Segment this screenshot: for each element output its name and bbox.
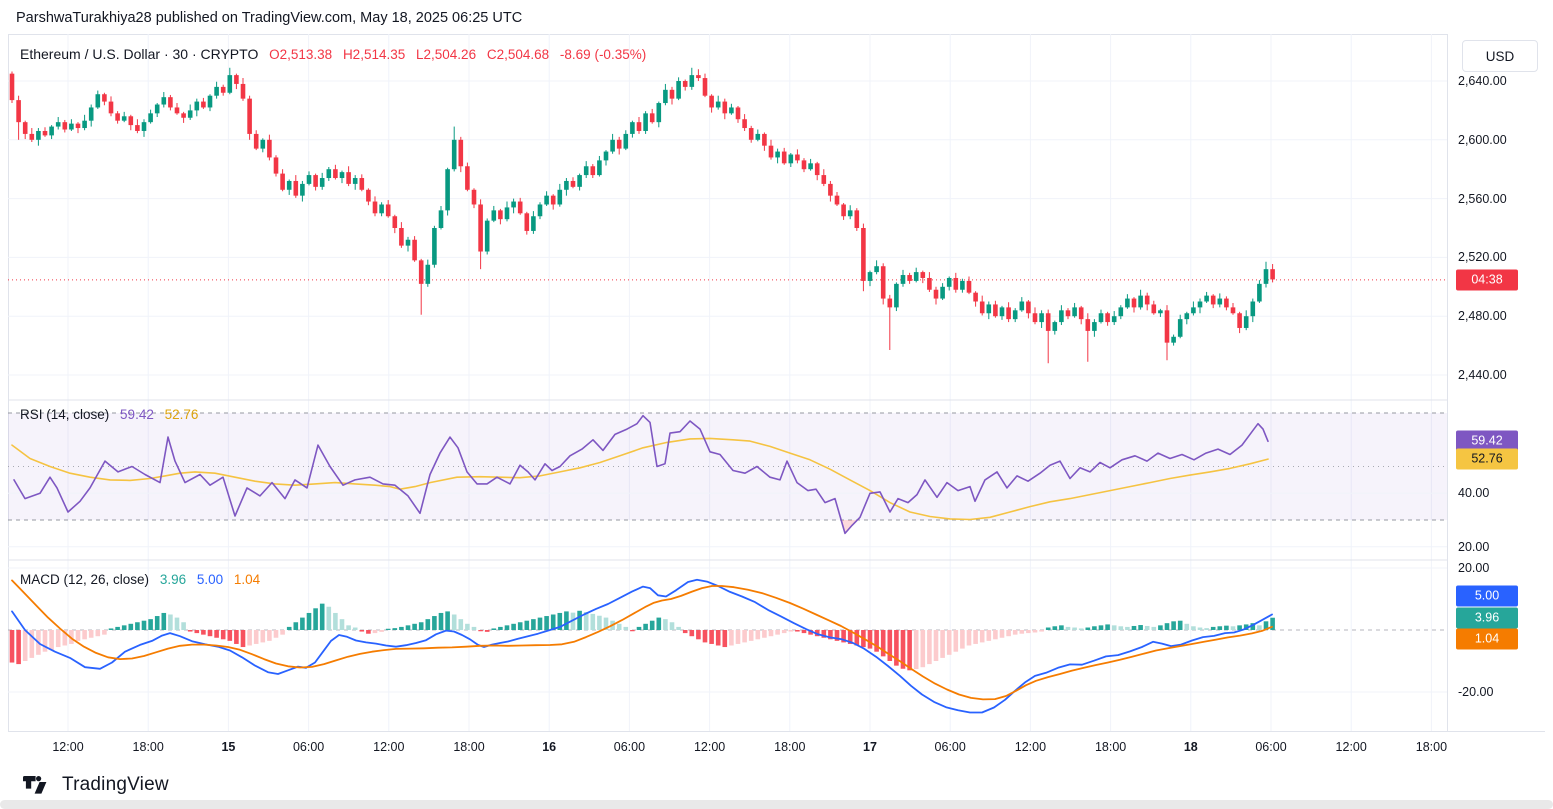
time-tick: 06:00: [1255, 740, 1287, 754]
macd-signal-value: 1.04: [233, 572, 261, 587]
symbol-legend: Ethereum / U.S. Dollar · 30 · CRYPTO O2,…: [20, 46, 646, 62]
price-tick: 2,480.00: [1458, 309, 1507, 324]
macd-line-badge: 5.00: [1456, 585, 1518, 607]
time-tick: 06:00: [292, 740, 325, 754]
rsi-badge: 59.42: [1456, 430, 1518, 452]
price-tick: 2,440.00: [1458, 368, 1507, 382]
time-tick: 18:00: [132, 740, 164, 754]
macd-hist-value: 3.96: [159, 572, 187, 587]
ohlc-high: H2,514.35: [342, 47, 406, 62]
time-tick: 18:00: [774, 740, 806, 754]
time-tick: 18:00: [453, 740, 485, 754]
tradingview-logo-icon: [23, 776, 47, 794]
macd-hist-badge: 3.96: [1456, 607, 1518, 628]
price-tick: 2,600.00: [1458, 132, 1507, 147]
symbol-title: Ethereum / U.S. Dollar · 30 · CRYPTO: [20, 46, 259, 62]
rsi-tick: 40.00: [1458, 486, 1490, 501]
time-tick: 12:00: [1014, 740, 1047, 754]
macd-signal-badge: 1.04: [1456, 628, 1518, 650]
ohlc-low: L2,504.26: [416, 47, 477, 62]
price-tick: 2,520.00: [1458, 250, 1507, 265]
time-tick: 06:00: [934, 740, 966, 754]
time-axis[interactable]: 12:00 18:00 15 06:00 12:00 18:00 16 06:00 12:00 1…: [8, 731, 1545, 763]
rsi-ma-value: 52.76: [164, 407, 199, 422]
macd-title: MACD (12, 26, close): [20, 572, 150, 587]
time-tick: 12:00: [1335, 740, 1367, 754]
macd-legend: MACD (12, 26, close) 3.96 5.00 1.04: [20, 572, 260, 587]
rsi-title: RSI (14, close): [20, 407, 110, 422]
time-tick: 18: [1183, 740, 1198, 754]
macd-tick: -20.00: [1458, 685, 1494, 699]
time-tick: 12:00: [693, 740, 726, 754]
published-line: ParshwaTurakhiya28 published on TradingV…: [16, 10, 523, 26]
time-tick: 15: [221, 740, 236, 754]
price-tick: 2,560.00: [1458, 191, 1507, 206]
macd-tick: 20.00: [1458, 561, 1490, 575]
currency-button[interactable]: USD: [1462, 40, 1538, 72]
brand-text: TradingView: [62, 774, 169, 795]
time-tick: 12:00: [373, 740, 405, 754]
countdown-badge: 04:38: [1456, 269, 1518, 291]
time-tick: 06:00: [613, 740, 646, 754]
tradingview-logo[interactable]: TradingView: [23, 774, 169, 796]
time-tick: 18:00: [1094, 740, 1127, 754]
price-tick: 2,640.00: [1458, 74, 1507, 88]
rsi-legend: RSI (14, close) 59.42 52.76: [20, 407, 198, 422]
time-tick: 17: [863, 740, 877, 754]
macd-line-value: 5.00: [196, 572, 224, 587]
time-tick: 16: [542, 740, 557, 754]
time-tick: 18:00: [1415, 740, 1448, 754]
time-tick: 12:00: [52, 740, 84, 754]
ohlc-open: O2,513.38: [269, 47, 333, 62]
rsi-ma-badge: 52.76: [1456, 448, 1518, 470]
rsi-tick: 20.00: [1458, 539, 1490, 554]
ohlc-close: C2,504.68: [486, 47, 550, 62]
rsi-value: 59.42: [120, 407, 154, 422]
chart-canvas[interactable]: [8, 34, 1447, 731]
horizontal-scrollbar[interactable]: [0, 800, 1553, 809]
ohlc-change: -8.69 (-0.35%): [559, 47, 647, 62]
